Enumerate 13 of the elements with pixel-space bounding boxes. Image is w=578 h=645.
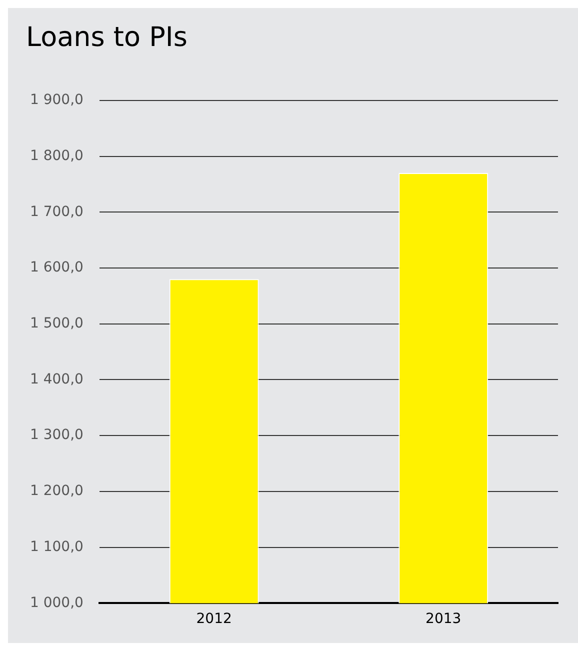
y-tick-label: 1 700,0 [30,204,84,220]
y-tick-label: 1 100,0 [30,538,84,555]
chart-title: Loans to PIs [26,22,188,53]
y-tick-label: 1 900,0 [30,92,84,108]
x-tick-label: 2012 [196,611,232,628]
y-tick-label: 1 600,0 [30,260,84,276]
y-tick-label: 1 800,0 [30,148,84,164]
y-tick-label: 1 200,0 [30,483,84,500]
y-tick-label: 1 400,0 [30,371,84,388]
y-tick-label: 1 300,0 [30,427,84,444]
y-tick-label: 1 500,0 [30,316,84,332]
x-tick-label: 2013 [426,611,462,628]
y-tick-label: 1 000,0 [30,594,84,611]
